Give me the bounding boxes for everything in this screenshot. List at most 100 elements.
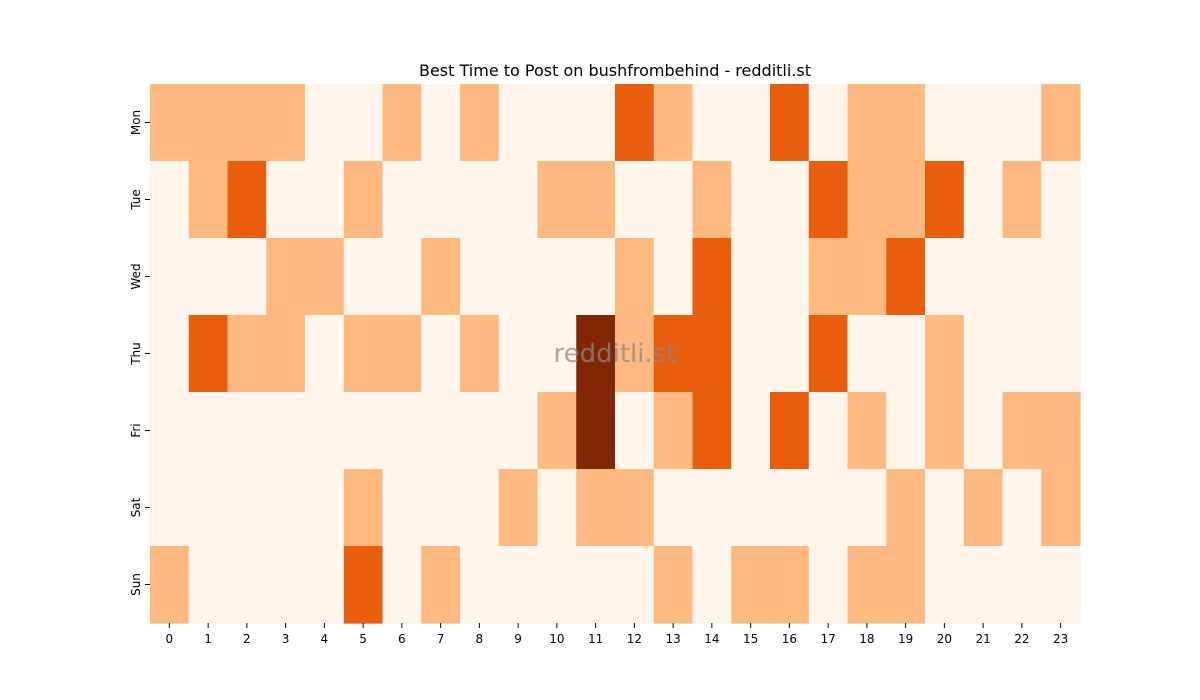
- x-tick-label: 6: [398, 632, 406, 646]
- heatmap-cell: [808, 161, 849, 239]
- heatmap-cell: [576, 315, 616, 393]
- heatmap-cell: [537, 315, 577, 393]
- x-tick-label: 15: [743, 632, 758, 646]
- heatmap-cell: [770, 84, 810, 162]
- heatmap-cell: [421, 392, 461, 470]
- heatmap-cell: [615, 161, 655, 239]
- x-tick-label: 1: [204, 632, 212, 646]
- heatmap-cell: [925, 546, 965, 624]
- heatmap-cell: [847, 392, 887, 470]
- heatmap-cell: [692, 315, 732, 393]
- heatmap-cell: [188, 469, 229, 547]
- heatmap-cell: [1002, 84, 1042, 162]
- x-tick-label: 18: [859, 632, 874, 646]
- heatmap-cell: [615, 546, 655, 624]
- heatmap-cell: [770, 238, 810, 316]
- heatmap-cell: [266, 315, 306, 393]
- heatmap-cell: [227, 392, 267, 470]
- heatmap-cell: [498, 546, 539, 624]
- heatmap-cell: [963, 546, 1004, 624]
- heatmap-cell: [1041, 392, 1081, 470]
- x-tick-label: 19: [898, 632, 913, 646]
- heatmap-cell: [692, 161, 732, 239]
- heatmap-cell: [1002, 546, 1042, 624]
- x-tick-label: 8: [476, 632, 484, 646]
- heatmap-cell: [460, 392, 500, 470]
- heatmap-cell: [886, 469, 926, 547]
- heatmap-cell: [925, 392, 965, 470]
- heatmap-cell: [925, 469, 965, 547]
- x-tick-label: 23: [1053, 632, 1068, 646]
- x-tick-label: 11: [588, 632, 603, 646]
- heatmap-cell: [653, 161, 694, 239]
- x-tick-label: 0: [166, 632, 174, 646]
- heatmap-cell: [266, 238, 306, 316]
- heatmap-cell: [382, 546, 422, 624]
- heatmap-cell: [1002, 161, 1042, 239]
- heatmap-cell: [1002, 392, 1042, 470]
- heatmap-cell: [731, 84, 771, 162]
- heatmap-cell: [537, 161, 577, 239]
- heatmap-cell: [498, 238, 539, 316]
- heatmap-cell: [731, 315, 771, 393]
- x-tick-label: 2: [243, 632, 251, 646]
- x-tick-label: 10: [549, 632, 564, 646]
- heatmap-cell: [343, 238, 384, 316]
- heatmap-cell: [460, 546, 500, 624]
- heatmap-cell: [227, 238, 267, 316]
- heatmap-cell: [653, 546, 694, 624]
- heatmap-cell: [305, 315, 345, 393]
- heatmap-cell: [847, 469, 887, 547]
- y-tick-label: Sat: [129, 497, 143, 517]
- x-tick-label: 16: [782, 632, 797, 646]
- y-tick-label: Mon: [129, 110, 143, 135]
- x-tick-label: 12: [627, 632, 642, 646]
- heatmap-cell: [653, 238, 694, 316]
- heatmap-cell: [925, 161, 965, 239]
- heatmap-cell: [498, 161, 539, 239]
- y-tick-label: Tue: [129, 189, 143, 211]
- y-tick-label: Fri: [129, 423, 143, 437]
- heatmap-cell: [653, 84, 694, 162]
- heatmap-cell: [615, 315, 655, 393]
- heatmap-cell: [576, 84, 616, 162]
- heatmap-cell: [150, 238, 190, 316]
- heatmap-cell: [963, 392, 1004, 470]
- heatmap-cell: [963, 161, 1004, 239]
- x-tick-label: 21: [975, 632, 990, 646]
- heatmap-cell: [537, 546, 577, 624]
- heatmap-cell: [925, 315, 965, 393]
- heatmap-cell: [576, 469, 616, 547]
- heatmap-cell: [382, 84, 422, 162]
- heatmap-cell: [1041, 161, 1081, 239]
- heatmap-cell: [188, 546, 229, 624]
- heatmap-cell: [421, 469, 461, 547]
- heatmap-cell: [498, 469, 539, 547]
- heatmap-cell: [653, 469, 694, 547]
- y-tick-label: Wed: [129, 263, 143, 289]
- heatmap-cell: [653, 392, 694, 470]
- heatmap-cell: [808, 469, 849, 547]
- x-tick-label: 17: [820, 632, 835, 646]
- heatmap-cell: [305, 469, 345, 547]
- heatmap-cell: [305, 84, 345, 162]
- heatmap-cell: [227, 546, 267, 624]
- heatmap-cell: [227, 469, 267, 547]
- heatmap-cell: [847, 84, 887, 162]
- heatmap-cell: [498, 315, 539, 393]
- heatmap-cell: [576, 392, 616, 470]
- heatmap-cell: [305, 161, 345, 239]
- x-tick-label: 9: [514, 632, 522, 646]
- heatmap-cell: [847, 161, 887, 239]
- heatmap-cell: [382, 161, 422, 239]
- heatmap-cell: [808, 315, 849, 393]
- heatmap-cell: [886, 315, 926, 393]
- heatmap-cell: [886, 84, 926, 162]
- heatmap-cell: [343, 84, 384, 162]
- heatmap-cell: [150, 546, 190, 624]
- x-tick-label: 5: [359, 632, 367, 646]
- heatmap-cell: [343, 546, 384, 624]
- heatmap-cell: [692, 469, 732, 547]
- heatmap-cell: [150, 161, 190, 239]
